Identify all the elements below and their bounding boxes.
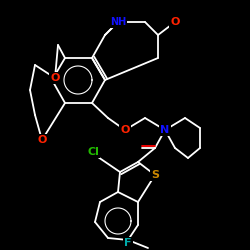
- Text: S: S: [151, 170, 159, 180]
- Text: O: O: [170, 17, 180, 27]
- Text: F: F: [124, 238, 132, 248]
- Text: N: N: [160, 125, 170, 135]
- Text: O: O: [120, 125, 130, 135]
- Text: NH: NH: [110, 17, 126, 27]
- Text: O: O: [37, 135, 47, 145]
- Text: O: O: [50, 73, 60, 83]
- Text: Cl: Cl: [87, 147, 99, 157]
